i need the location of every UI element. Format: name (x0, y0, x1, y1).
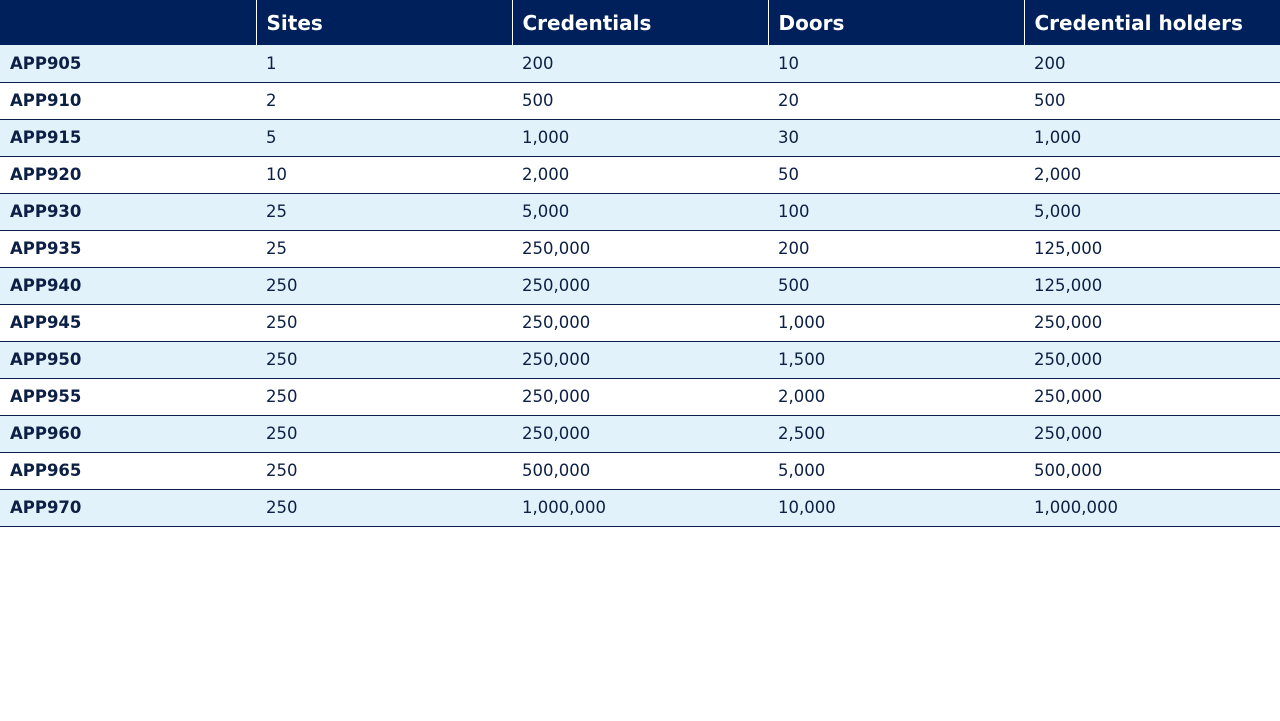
credentials-cell: 250,000 (522, 424, 591, 443)
credentials-cell: 250,000 (522, 276, 591, 295)
table-row: APP955 250 250,000 2,000 250,000 (0, 378, 1280, 415)
table-row: APP915 5 1,000 30 1,000 (0, 119, 1280, 156)
table-row: APP920 10 2,000 50 2,000 (0, 156, 1280, 193)
header-row: Sites Credentials Doors Credential holde… (0, 0, 1280, 45)
sites-cell: 25 (266, 202, 287, 221)
model-cell: APP920 (10, 165, 82, 184)
credentials-cell: 250,000 (522, 350, 591, 369)
model-cell: APP960 (10, 424, 82, 443)
doors-cell: 30 (778, 128, 799, 147)
licence-capacity-table-container: Sites Credentials Doors Credential holde… (0, 0, 1280, 526)
model-cell: APP970 (10, 498, 82, 517)
credential-holders-cell: 250,000 (1034, 387, 1103, 406)
model-cell: APP955 (10, 387, 82, 406)
table-row: APP905 1 200 10 200 (0, 45, 1280, 82)
header-cell-credentials: Credentials (511, 0, 768, 45)
table-row: APP970 250 1,000,000 10,000 1,000,000 (0, 489, 1280, 526)
credentials-cell: 500 (522, 91, 554, 110)
table-row: APP945 250 250,000 1,000 250,000 (0, 304, 1280, 341)
credentials-cell: 5,000 (522, 202, 570, 221)
model-cell: APP935 (10, 239, 82, 258)
credential-holders-cell: 250,000 (1034, 350, 1103, 369)
credential-holders-cell: 1,000 (1034, 128, 1082, 147)
model-cell: APP945 (10, 313, 82, 332)
sites-cell: 250 (266, 387, 298, 406)
table-header: Sites Credentials Doors Credential holde… (0, 0, 1280, 45)
licence-capacity-table: Sites Credentials Doors Credential holde… (0, 0, 1280, 526)
doors-cell: 2,000 (778, 387, 826, 406)
header-cell-credential-holders: Credential holders (1023, 0, 1280, 45)
sites-cell: 250 (266, 350, 298, 369)
sites-cell: 250 (266, 276, 298, 295)
model-cell: APP965 (10, 461, 82, 480)
sites-cell: 250 (266, 498, 298, 517)
model-cell: APP910 (10, 91, 82, 110)
credential-holders-cell: 250,000 (1034, 313, 1103, 332)
sites-cell: 250 (266, 461, 298, 480)
credentials-cell: 1,000 (522, 128, 570, 147)
table-row: APP935 25 250,000 200 125,000 (0, 230, 1280, 267)
table-row: APP940 250 250,000 500 125,000 (0, 267, 1280, 304)
table-row: APP950 250 250,000 1,500 250,000 (0, 341, 1280, 378)
header-cell-doors: Doors (767, 0, 1024, 45)
model-cell: APP905 (10, 53, 82, 73)
doors-cell: 10,000 (778, 498, 836, 517)
doors-cell: 2,500 (778, 424, 826, 443)
credential-holders-cell: 500 (1034, 91, 1066, 110)
sites-cell: 10 (266, 165, 287, 184)
doors-cell: 10 (778, 53, 799, 73)
credential-holders-cell: 250,000 (1034, 424, 1103, 443)
doors-cell: 50 (778, 165, 799, 184)
model-cell: APP940 (10, 276, 82, 295)
header-cell-sites: Sites (255, 0, 512, 45)
sites-cell: 5 (266, 128, 277, 147)
model-cell: APP930 (10, 202, 82, 221)
table-row: APP960 250 250,000 2,500 250,000 (0, 415, 1280, 452)
credentials-cell: 200 (522, 53, 554, 73)
sites-cell: 2 (266, 91, 277, 110)
credentials-cell: 250,000 (522, 313, 591, 332)
doors-cell: 5,000 (778, 461, 826, 480)
credential-holders-cell: 500,000 (1034, 461, 1103, 480)
credential-holders-cell: 1,000,000 (1034, 498, 1118, 517)
doors-cell: 100 (778, 202, 810, 221)
credential-holders-cell: 200 (1034, 53, 1066, 73)
credential-holders-cell: 5,000 (1034, 202, 1082, 221)
doors-cell: 200 (778, 239, 810, 258)
table-body: APP905 1 200 10 200 APP910 2 500 20 500 … (0, 45, 1280, 526)
doors-cell: 1,000 (778, 313, 826, 332)
sites-cell: 250 (266, 424, 298, 443)
model-cell: APP915 (10, 128, 82, 147)
table-row: APP930 25 5,000 100 5,000 (0, 193, 1280, 230)
header-cell-model (0, 0, 256, 45)
model-cell: APP950 (10, 350, 82, 369)
sites-cell: 250 (266, 313, 298, 332)
table-row: APP910 2 500 20 500 (0, 82, 1280, 119)
credentials-cell: 250,000 (522, 239, 591, 258)
credentials-cell: 500,000 (522, 461, 591, 480)
sites-cell: 25 (266, 239, 287, 258)
doors-cell: 1,500 (778, 350, 826, 369)
doors-cell: 20 (778, 91, 799, 110)
credential-holders-cell: 2,000 (1034, 165, 1082, 184)
table-row: APP965 250 500,000 5,000 500,000 (0, 452, 1280, 489)
credential-holders-cell: 125,000 (1034, 239, 1103, 258)
credentials-cell: 2,000 (522, 165, 570, 184)
credentials-cell: 250,000 (522, 387, 591, 406)
sites-cell: 1 (266, 53, 277, 73)
credential-holders-cell: 125,000 (1034, 276, 1103, 295)
doors-cell: 500 (778, 276, 810, 295)
credentials-cell: 1,000,000 (522, 498, 606, 517)
